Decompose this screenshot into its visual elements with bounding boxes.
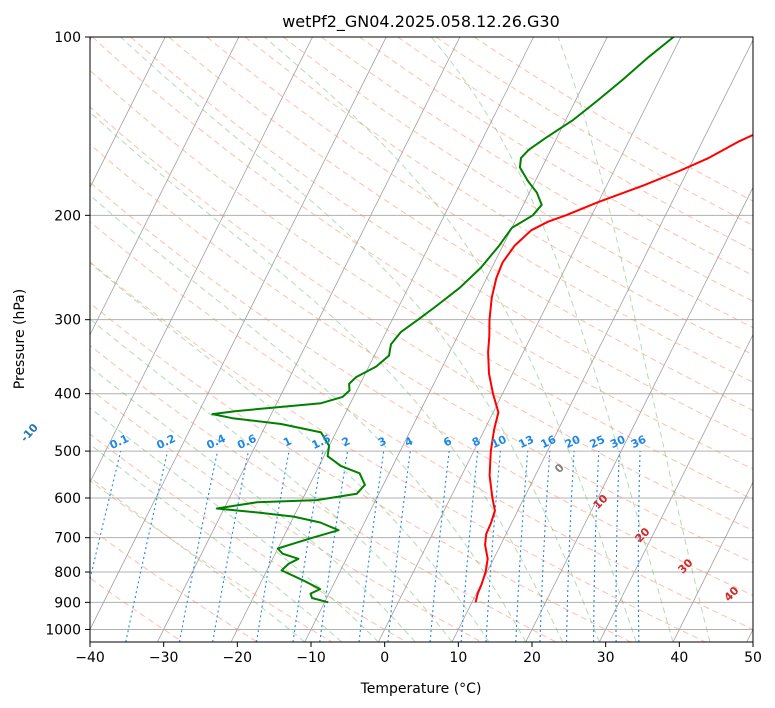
isotherm-line [378, 37, 682, 642]
y-tick-label: 800 [54, 565, 81, 581]
x-tick-label: −20 [223, 650, 253, 666]
y-tick-label: 400 [54, 387, 81, 403]
x-tick-label: −30 [149, 650, 179, 666]
axis-ticks: −40 −30 −20 −10 0 10 20 30 40 50 100 200 300 400 500 60… [45, 30, 762, 666]
x-tick-label: 50 [744, 650, 762, 666]
x-tick-label: −40 [75, 650, 105, 666]
plot-frame [89, 36, 754, 643]
mixing-ratio-label: 25 [588, 433, 607, 451]
moist-adiabat-line [90, 407, 379, 642]
dry-adiabat-line [321, 37, 753, 302]
dry-adiabat-line [90, 181, 753, 597]
dewpoint-line [211, 37, 675, 604]
moist-adiabat-line [430, 37, 674, 642]
dry-adiabat-label: -10 [18, 421, 41, 445]
isotherm-line [599, 333, 753, 642]
profile-lines [211, 37, 753, 604]
y-tick-label: 900 [54, 595, 81, 611]
x-tick-label: 10 [449, 650, 467, 666]
moist-adiabat-line [120, 37, 600, 642]
isotherm-line [451, 39, 753, 642]
isotherm-line [157, 37, 461, 642]
background-lines [90, 37, 753, 642]
plot-background [90, 37, 753, 642]
x-tick-label: 40 [670, 650, 688, 666]
dry-adiabat-line [90, 143, 753, 564]
y-tick-label: 100 [54, 30, 81, 46]
y-tick-label: 1000 [45, 622, 81, 638]
isotherm-line [90, 37, 387, 631]
mixing-ratio-label: 20 [563, 433, 583, 451]
dry-adiabat-line [90, 106, 753, 532]
x-tick-label: 30 [597, 650, 615, 666]
mixing-ratio-line [90, 450, 122, 582]
isotherm-line [672, 481, 753, 642]
temperature-line [474, 133, 753, 603]
mixing-ratio-label: 30 [608, 433, 628, 451]
moist-adiabat-line [90, 365, 416, 642]
moist-adiabat-line [90, 443, 342, 642]
dry-adiabat-line [90, 261, 706, 642]
x-tick-label: 20 [523, 650, 541, 666]
dry-adiabat-line [168, 37, 753, 412]
mixing-ratio-line [125, 450, 169, 642]
dry-adiabat-line [90, 69, 753, 500]
dry-adiabat-line [282, 37, 753, 329]
x-tick-label: 0 [380, 650, 389, 666]
isotherm-line [230, 37, 534, 642]
dry-adiabat-line [244, 37, 753, 356]
y-tick-label: 500 [54, 444, 81, 460]
dry-adiabat-line [90, 388, 482, 642]
mixing-ratio-line [212, 450, 249, 642]
isotherm-line [525, 186, 753, 642]
dry-adiabat-line [90, 302, 631, 642]
moist-adiabat-line [90, 318, 453, 642]
moist-adiabat-line [557, 37, 711, 642]
mixing-ratio-label: 10 [489, 433, 509, 451]
mixing-ratio-line [178, 450, 219, 642]
isotherm-line [90, 37, 166, 189]
y-axis-label: Pressure (hPa) [12, 289, 28, 389]
y-tick-label: 700 [54, 531, 81, 547]
mixing-ratio-label: 16 [539, 433, 559, 451]
y-tick-label: 300 [54, 313, 81, 329]
mixing-ratio-label: 36 [629, 433, 649, 451]
isotherm-line [90, 37, 313, 484]
dry-adiabat-line [90, 221, 753, 630]
dry-adiabat-line [130, 37, 753, 440]
dry-adiabat-line [206, 37, 753, 383]
moist-adiabat-line [90, 194, 527, 642]
chart-title: wetPf2_GN04.2025.058.12.26.G30 [282, 12, 560, 32]
mixing-ratio-label: 13 [517, 433, 536, 451]
y-tick-label: 600 [54, 491, 81, 507]
dry-adiabat-line [92, 37, 753, 470]
y-tick-label: 200 [54, 208, 81, 224]
x-axis-label: Temperature (°C) [360, 681, 482, 697]
isotherm-line [90, 37, 240, 336]
moist-adiabat-line [90, 476, 306, 642]
moist-adiabat-line [264, 37, 637, 642]
dry-adiabat-line [90, 433, 407, 642]
dry-adiabat-line [90, 479, 333, 642]
x-tick-label: −10 [296, 650, 326, 666]
